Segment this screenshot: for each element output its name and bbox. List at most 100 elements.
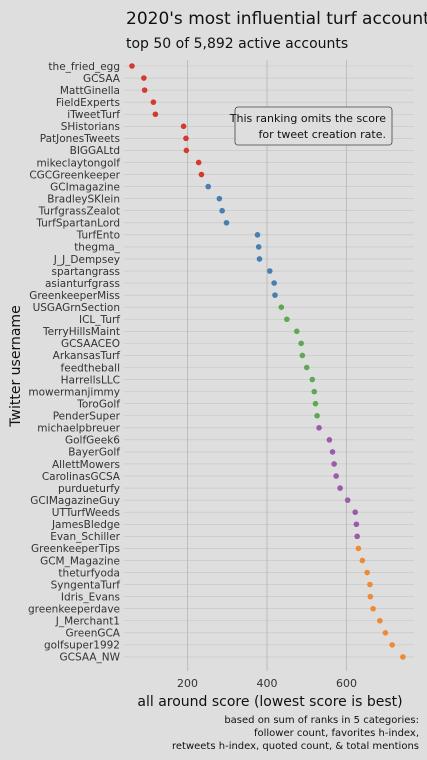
- data-point: [183, 135, 189, 142]
- y-tick-label: PenderSuper: [53, 411, 121, 423]
- y-tick-label: PatJonesTweets: [40, 133, 120, 145]
- y-tick-label: feedtheball: [61, 362, 120, 374]
- y-tick-label: michaelpbreuer: [37, 423, 120, 435]
- data-point: [219, 207, 225, 214]
- data-point: [400, 654, 406, 660]
- caption-line: follower count, favorites h-index,: [254, 728, 419, 739]
- y-tick-label: TerryHillsMaint: [42, 326, 120, 338]
- data-point: [309, 376, 316, 383]
- y-tick-label: thegma_: [74, 242, 121, 254]
- data-point: [352, 509, 359, 516]
- y-tick-label: CarolinasGCSA: [42, 471, 121, 483]
- y-tick-label: MattGinella: [60, 85, 120, 97]
- y-tick-label: SyngentaTurf: [51, 579, 121, 591]
- y-tick-label: ICL_Turf: [79, 314, 120, 326]
- y-tick-label: JamesBledge: [51, 519, 120, 531]
- y-tick-label: TurfEnto: [76, 230, 120, 242]
- y-tick-label: CGCGreenkeeper: [29, 169, 120, 181]
- data-point: [272, 292, 278, 298]
- data-point: [141, 87, 148, 93]
- y-tick-label: iTweetTurf: [67, 109, 120, 121]
- y-tick-label: USGAGrnSection: [33, 302, 120, 314]
- data-point: [367, 593, 374, 600]
- y-tick-label: TurfgrassZealot: [38, 206, 120, 218]
- data-point: [284, 316, 290, 323]
- y-tick-label: HarrellsLLC: [61, 374, 120, 386]
- y-tick-label: GreenkeeperMiss: [29, 290, 120, 302]
- plot-area: 200 400 600 the_fried_eggGCSAAMattGinellaFi…: [28, 60, 414, 690]
- data-point: [254, 232, 261, 238]
- y-tick-label: mikeclaytongolf: [36, 157, 120, 169]
- y-tick-label: BIGGALtd: [70, 145, 120, 157]
- data-point: [266, 268, 273, 274]
- data-point: [312, 400, 319, 407]
- data-point: [367, 581, 373, 588]
- data-point: [331, 461, 337, 467]
- data-point: [294, 328, 300, 335]
- data-point: [359, 557, 366, 564]
- y-tick-label: J_J_Dempsey: [53, 254, 120, 266]
- y-tick-label: purdueturfy: [58, 483, 120, 495]
- plot-background: [124, 60, 414, 671]
- chart-title: 2020's most influential turf accounts: [126, 9, 427, 29]
- y-tick-label: ToroGolf: [76, 398, 120, 410]
- y-tick-label: GreenkeeperTips: [31, 543, 120, 555]
- caption-line: retweets h-index, quoted count, & total …: [172, 741, 419, 752]
- y-tick-label: greenkeeperdave: [28, 604, 120, 616]
- data-point: [370, 605, 376, 612]
- annotation-line: for tweet creation rate.: [258, 128, 386, 141]
- y-tick-label: golfsuper1992: [44, 640, 120, 652]
- y-tick-label: the_fried_egg: [48, 61, 120, 73]
- x-tick-label: 600: [336, 677, 357, 690]
- y-tick-label: asianturfgrass: [45, 278, 120, 290]
- data-point: [299, 352, 306, 359]
- data-point: [198, 171, 205, 178]
- data-point: [389, 642, 395, 648]
- y-tick-label: UTTurfWeeds: [52, 507, 120, 519]
- y-tick-label: TurfSpartanLord: [35, 218, 120, 230]
- data-point: [216, 195, 223, 202]
- data-point: [223, 219, 230, 226]
- chart-subtitle: top 50 of 5,892 active accounts: [126, 36, 348, 52]
- data-point: [152, 111, 159, 118]
- x-axis-title: all around score (lowest score is best): [137, 694, 402, 710]
- data-point: [355, 545, 362, 552]
- data-point: [314, 412, 320, 419]
- data-point: [329, 449, 336, 455]
- data-point: [183, 147, 190, 154]
- y-tick-label: SHistorians: [61, 121, 120, 133]
- data-point: [256, 256, 263, 262]
- data-point: [205, 183, 212, 190]
- data-point: [382, 630, 389, 636]
- y-tick-label: ArkansasTurf: [53, 350, 121, 362]
- annotation-line: This ranking omits the score: [229, 112, 386, 125]
- data-point: [337, 485, 343, 491]
- data-point: [364, 569, 370, 576]
- data-point: [344, 497, 351, 503]
- data-point: [129, 63, 135, 69]
- y-tick-label: GCSAA_NW: [60, 652, 121, 664]
- y-tick-label: FieldExperts: [56, 97, 120, 109]
- y-tick-label: GCSAA: [83, 73, 121, 85]
- data-point: [150, 99, 157, 105]
- data-point: [377, 617, 383, 624]
- data-point: [271, 280, 277, 286]
- y-tick-label: AllettMowers: [52, 459, 120, 471]
- data-point: [311, 388, 318, 395]
- data-point: [141, 75, 147, 81]
- x-tick-label: 200: [177, 677, 198, 690]
- x-tick-label: 400: [257, 677, 278, 690]
- data-point: [298, 340, 304, 347]
- y-tick-label: GreenGCA: [66, 628, 121, 640]
- y-tick-label: Idris_Evans: [61, 591, 120, 603]
- data-point: [278, 304, 285, 311]
- data-point: [195, 159, 202, 166]
- y-tick-label: GolfGeek6: [65, 435, 120, 447]
- y-tick-label: GCSAACEO: [61, 338, 120, 350]
- data-point: [354, 533, 360, 540]
- y-tick-label: mowermanjimmy: [28, 386, 120, 398]
- data-point: [180, 123, 187, 130]
- y-tick-label: J_Merchant1: [55, 616, 120, 628]
- caption: based on sum of ranks in 5 categories: fo…: [172, 715, 419, 752]
